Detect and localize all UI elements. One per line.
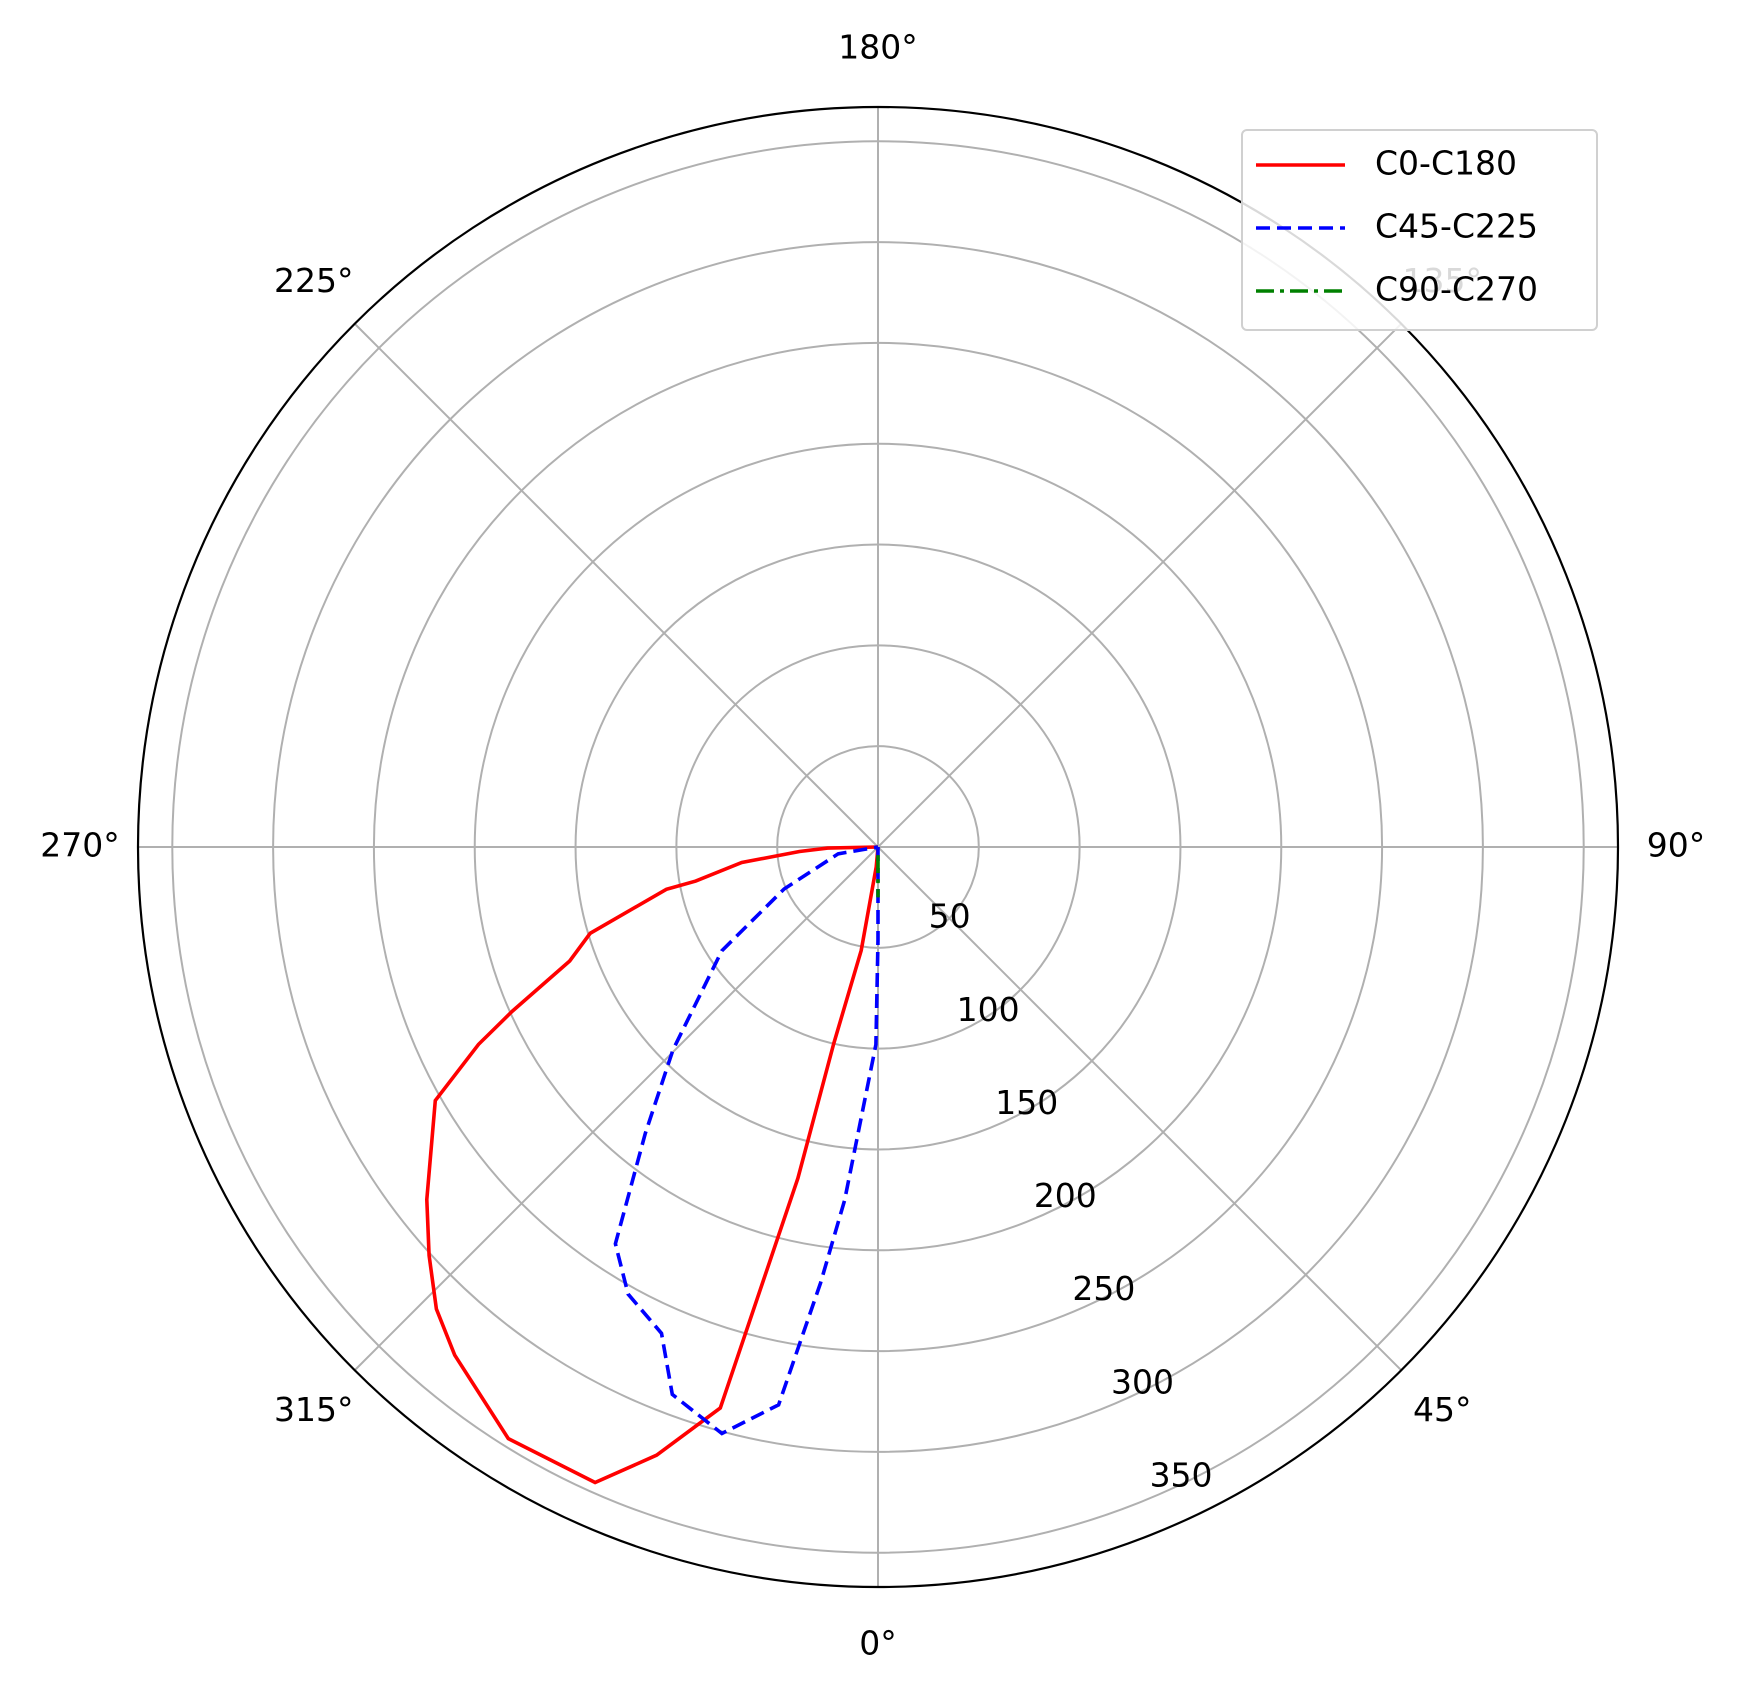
theta-tick-label: 225°	[274, 261, 354, 300]
r-tick-label: 100	[957, 990, 1020, 1029]
r-tick-label: 300	[1111, 1362, 1174, 1401]
grid-spoke	[354, 846, 879, 1371]
legend-label: C45-C225	[1375, 207, 1538, 246]
legend-label: C0-C180	[1375, 144, 1517, 183]
r-tick-label: 350	[1150, 1456, 1213, 1495]
theta-tick-label: 90°	[1647, 826, 1706, 865]
theta-tick-label: 180°	[838, 28, 918, 67]
theta-tick-label: 0°	[859, 1624, 897, 1663]
r-tick-label: 250	[1072, 1269, 1135, 1308]
grid-spoke	[877, 323, 1402, 848]
r-tick-label: 200	[1034, 1176, 1097, 1215]
r-tick-label: 50	[929, 897, 971, 936]
polar-frame	[136, 105, 1620, 1589]
theta-tick-label: 270°	[40, 826, 120, 865]
r-tick-label: 150	[995, 1083, 1058, 1122]
legend-box	[1241, 129, 1598, 331]
grid-spoke	[877, 846, 1402, 1371]
series-line	[424, 845, 880, 1485]
theta-tick-label: 45°	[1413, 1390, 1472, 1429]
grid-spoke	[354, 323, 879, 848]
series-line	[613, 845, 880, 1436]
theta-tick-label: 315°	[274, 1390, 354, 1429]
legend-label: C90-C270	[1375, 270, 1538, 309]
